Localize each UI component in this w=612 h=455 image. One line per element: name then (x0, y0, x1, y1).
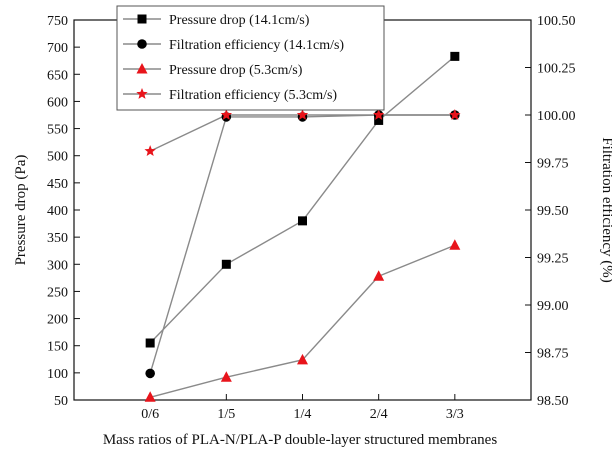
y-right-tick-label: 100.25 (537, 62, 576, 77)
series-4-point (296, 109, 309, 120)
x-axis-title: Mass ratios of PLA-N/PLA-P double-layer … (103, 432, 498, 448)
series-1-point (298, 216, 307, 226)
series-4-point (372, 109, 385, 120)
series-3-point (373, 270, 385, 281)
x-tick-label: 2/4 (370, 407, 388, 422)
legend-label: Filtration efficiency (14.1cm/s) (169, 38, 344, 53)
legend-label: Filtration efficiency (5.3cm/s) (169, 88, 337, 103)
series-1-point (145, 338, 155, 348)
legend-marker (137, 14, 147, 24)
y-left-tick-label: 300 (47, 258, 68, 273)
series-line-2 (149, 114, 455, 374)
y-left-tick-label: 450 (47, 177, 68, 192)
y-left-tick-label: 50 (54, 394, 68, 409)
y-left-tick-label: 200 (47, 313, 68, 328)
legend-label: Pressure drop (5.3cm/s) (169, 63, 303, 78)
series-1-point (374, 115, 384, 125)
legend-marker (136, 88, 148, 99)
y-right-axis-title: Filtration efficiency (%) (599, 137, 612, 283)
legend-box (116, 5, 385, 111)
x-tick-label: 1/4 (294, 407, 312, 422)
y-left-tick-label: 250 (47, 285, 68, 300)
series-2-point (145, 368, 155, 379)
x-tick-label: 1/5 (217, 407, 235, 422)
y-right-tick-label: 99.75 (537, 157, 569, 172)
y-left-tick-label: 400 (47, 204, 68, 219)
x-tick-label: 3/3 (446, 407, 464, 422)
y-left-tick-label: 600 (47, 95, 68, 110)
legend-marker (137, 39, 147, 49)
series-1-point (221, 259, 231, 269)
y-right-tick-label: 100.00 (537, 109, 576, 124)
y-right-tick-label: 99.50 (537, 204, 569, 219)
y-right-tick-label: 99.00 (537, 299, 569, 314)
y-left-tick-label: 700 (47, 41, 68, 56)
legend-label: Pressure drop (14.1cm/s) (169, 13, 310, 28)
series-3-point (297, 353, 308, 365)
y-left-axis-title: Pressure drop (Pa) (13, 155, 29, 266)
y-right-tick-label: 98.75 (537, 347, 569, 362)
y-left-tick-label: 650 (47, 68, 68, 83)
y-right-tick-label: 100.50 (537, 14, 576, 29)
y-left-tick-label: 100 (47, 367, 68, 382)
series-4-point (144, 145, 156, 156)
y-left-tick-label: 550 (47, 123, 68, 138)
y-right-tick-label: 99.25 (537, 252, 569, 267)
x-tick-label: 0/6 (141, 407, 159, 422)
y-left-tick-label: 500 (47, 150, 68, 165)
legend-marker (136, 63, 148, 74)
y-left-tick-label: 150 (47, 340, 68, 355)
series-4-point (220, 109, 233, 120)
y-left-tick-label: 750 (47, 14, 68, 29)
series-3-point (449, 239, 461, 250)
y-left-tick-label: 350 (47, 231, 68, 246)
series-4-point (449, 109, 461, 120)
series-1-point (450, 51, 460, 61)
series-3-point (220, 371, 232, 382)
series-3-point (144, 391, 156, 402)
y-right-tick-label: 98.50 (537, 394, 569, 409)
series-line-3 (149, 244, 456, 398)
